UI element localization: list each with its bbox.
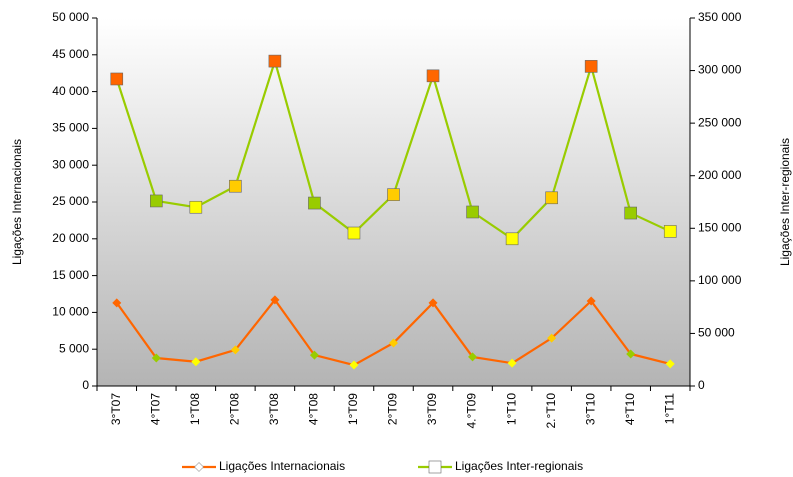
data-point [468, 352, 478, 362]
y-tick-label: 50 000 [52, 10, 89, 24]
data-point [230, 345, 240, 355]
x-tick-label: 4°T08 [307, 393, 321, 425]
y-tick-label: 5 000 [59, 341, 89, 355]
x-tick-label: 3°T07 [109, 393, 123, 425]
data-point [308, 196, 321, 210]
x-tick-label: 4°T10 [623, 393, 637, 425]
x-tick-label: 3°T08 [267, 393, 281, 425]
y-tick-label: 40 000 [52, 84, 89, 98]
y-tick-label: 25 000 [52, 194, 89, 208]
y-tick-label: 30 000 [52, 157, 89, 171]
y-tick-label: 10 000 [52, 305, 89, 319]
data-point [229, 179, 242, 193]
data-point [505, 232, 519, 246]
data-point [268, 54, 282, 68]
data-point [189, 200, 203, 214]
data-point [151, 353, 161, 363]
y2-tick-label: 150 000 [698, 220, 742, 234]
data-point [191, 357, 201, 367]
data-point [349, 360, 359, 370]
x-tick-label: 1°T11 [662, 393, 676, 425]
data-point [586, 296, 596, 306]
x-tick-label: 3°T10 [583, 393, 597, 425]
y2-tick-label: 250 000 [698, 115, 742, 129]
x-tick-label: 1°T08 [188, 393, 202, 425]
data-point [428, 298, 438, 308]
x-tick-label: 4°T07 [148, 393, 162, 425]
legend-label: Ligações Internacionais [219, 459, 345, 473]
legend-label: Ligações Inter-regionais [455, 459, 583, 473]
data-point [584, 60, 598, 73]
y-tick-label: 15 000 [52, 268, 89, 282]
y-tick-label: 0 [82, 378, 89, 392]
data-point [270, 295, 280, 305]
x-tick-label: 2°T09 [386, 393, 400, 425]
legend-marker [428, 460, 442, 474]
data-point [663, 225, 677, 238]
y2-tick-label: 0 [698, 378, 705, 392]
y2-tick-label: 50 000 [698, 326, 735, 340]
legend-marker [194, 462, 204, 472]
y-tick-label: 45 000 [52, 47, 89, 61]
x-tick-label: 2.°T10 [544, 393, 558, 429]
data-point [507, 358, 517, 368]
y2-tick-label: 200 000 [698, 168, 742, 182]
data-point [387, 188, 400, 201]
x-tick-label: 1°T09 [346, 393, 360, 425]
data-point [389, 338, 398, 348]
data-point [547, 333, 557, 343]
data-point [545, 191, 558, 205]
y-tick-label: 35 000 [52, 121, 89, 135]
data-point [112, 298, 122, 308]
y2-tick-label: 300 000 [698, 63, 742, 77]
data-point [347, 226, 361, 240]
data-point [110, 72, 124, 86]
data-point [665, 359, 675, 369]
y2-tick-label: 350 000 [698, 10, 742, 24]
y-tick-label: 20 000 [52, 231, 89, 245]
x-tick-label: 2°T08 [228, 393, 242, 425]
y2-tick-label: 100 000 [698, 273, 742, 287]
x-tick-label: 3°T09 [425, 393, 439, 425]
x-tick-label: 1°T10 [504, 393, 518, 425]
data-point [426, 69, 440, 83]
data-point [309, 350, 319, 360]
data-point [466, 205, 479, 219]
plot-area [97, 18, 690, 386]
data-point [150, 194, 163, 208]
data-point [624, 206, 638, 220]
y-axis-label: Ligações Internacionais [10, 139, 24, 265]
y2-axis-label: Ligações Inter-regionais [778, 138, 792, 266]
data-point [626, 349, 636, 359]
x-tick-label: 4.°T09 [465, 393, 479, 429]
